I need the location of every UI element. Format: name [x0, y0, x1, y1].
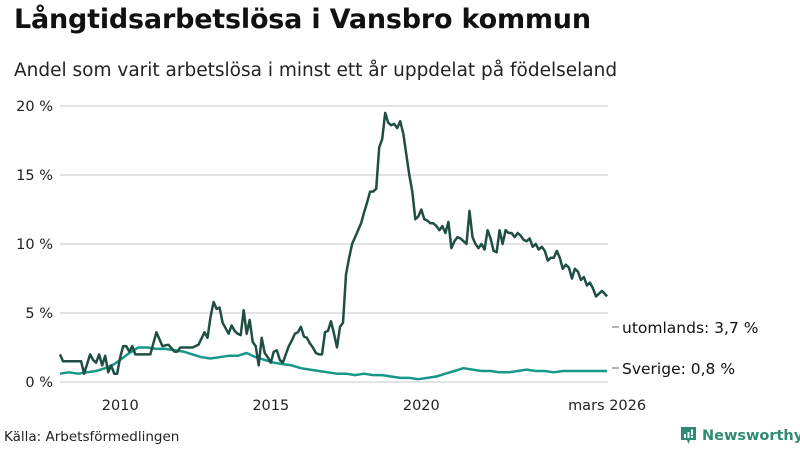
chart-subtitle: Andel som varit arbetslösa i minst ett å…	[14, 60, 618, 81]
x-tick-label: 2010	[102, 398, 139, 414]
brand-name: Newsworthy	[702, 427, 800, 444]
y-tick-label: 20 %	[16, 99, 53, 115]
y-tick-label: 15 %	[16, 168, 53, 184]
gridlines	[60, 105, 608, 383]
x-tick-label: 2015	[252, 398, 289, 414]
end-label-sverige: Sverige: 0,8 %	[622, 360, 735, 378]
series-line-utomlands	[58, 111, 609, 375]
chart-title: Långtidsarbetslösa i Vansbro kommun	[14, 4, 591, 35]
x-tick-label: 2020	[403, 398, 440, 414]
x-tick-label: mars 2026	[568, 398, 646, 414]
source-note: Källa: Arbetsförmedlingen	[4, 429, 180, 445]
end-labels: utomlands: 3,7 % Sverige: 0,8 %	[612, 319, 758, 378]
series-line-sverige	[59, 346, 608, 381]
y-axis-labels: 0 % 5 % 10 % 15 % 20 %	[16, 99, 53, 391]
bar-chart-speech-bubble-icon	[681, 427, 696, 444]
newsworthy-logo: Newsworthy	[680, 426, 800, 445]
y-tick-label: 10 %	[16, 237, 53, 253]
y-tick-label: 5 %	[25, 306, 53, 322]
x-axis-labels: 2010 2015 2020 mars 2026	[102, 398, 646, 414]
end-label-utomlands: utomlands: 3,7 %	[622, 319, 758, 337]
series-lines	[58, 111, 609, 381]
y-tick-label: 0 %	[25, 375, 53, 391]
